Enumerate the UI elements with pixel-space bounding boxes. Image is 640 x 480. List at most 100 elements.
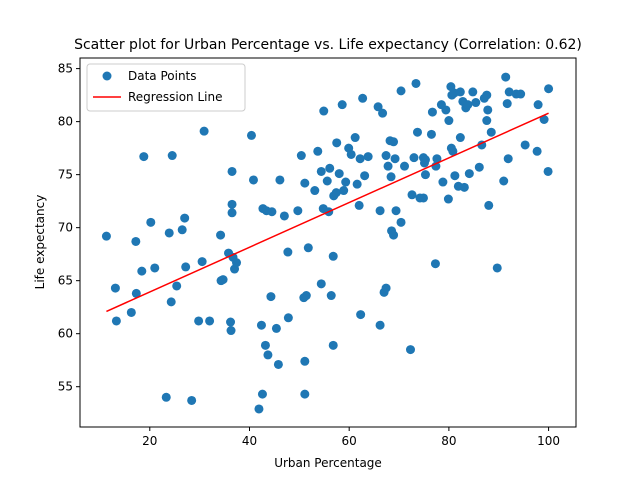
data-point	[126, 307, 136, 317]
data-point	[432, 154, 442, 164]
data-point	[438, 177, 448, 187]
y-tick-label: 60	[58, 327, 73, 341]
data-point	[266, 292, 276, 302]
data-point	[248, 175, 258, 185]
data-point	[131, 288, 141, 298]
data-point	[177, 225, 187, 235]
data-point	[386, 172, 396, 182]
legend-label-data-points: Data Points	[128, 69, 197, 83]
data-point	[218, 275, 228, 285]
data-point	[516, 89, 526, 99]
data-point	[246, 130, 256, 140]
data-point	[300, 356, 310, 366]
x-tick-label: 80	[441, 434, 456, 448]
data-point	[301, 291, 311, 301]
plot-area-frame	[79, 57, 577, 428]
data-point	[331, 188, 341, 198]
data-point	[339, 186, 349, 196]
data-point	[146, 217, 156, 227]
data-point	[483, 105, 493, 115]
data-point	[296, 151, 306, 161]
data-point	[352, 179, 362, 189]
legend-box	[86, 63, 246, 112]
y-tick-label: 80	[58, 115, 73, 129]
regression-line-layer	[106, 112, 549, 313]
data-point	[443, 194, 453, 204]
data-point	[226, 317, 236, 327]
data-point	[406, 345, 415, 355]
data-point	[197, 257, 207, 267]
x-axis-label: Urban Percentage	[274, 456, 382, 470]
y-tick-label: 85	[58, 62, 73, 76]
y-tick-label: 55	[58, 380, 73, 394]
data-point	[313, 146, 323, 156]
data-point	[257, 389, 267, 399]
regression-line	[106, 112, 549, 313]
data-point	[503, 154, 513, 164]
data-point	[412, 127, 422, 137]
data-point	[471, 98, 481, 108]
data-point	[390, 154, 400, 164]
data-point	[227, 166, 237, 176]
data-point	[267, 207, 277, 217]
x-tick-label: 40	[242, 434, 257, 448]
y-tick-label: 70	[58, 221, 73, 235]
data-point	[389, 137, 399, 147]
data-point	[499, 176, 509, 186]
data-points-layer	[101, 72, 554, 414]
data-point	[111, 316, 121, 326]
data-point	[293, 206, 303, 216]
data-point	[256, 320, 266, 330]
data-point	[427, 107, 437, 117]
data-point	[167, 151, 177, 161]
data-point	[375, 320, 385, 330]
legend: Data Points Regression Line	[86, 63, 246, 112]
chart-title: Scatter plot for Urban Percentage vs. Li…	[74, 37, 582, 53]
data-point	[161, 392, 171, 402]
data-point	[194, 316, 204, 326]
data-point	[227, 199, 237, 209]
data-point	[396, 86, 406, 96]
data-point	[486, 127, 496, 137]
data-point	[464, 169, 474, 179]
data-point	[504, 87, 514, 97]
data-point	[520, 140, 530, 150]
data-point	[407, 190, 417, 200]
data-point	[411, 78, 421, 88]
data-point	[341, 177, 351, 187]
data-point	[328, 251, 338, 261]
x-tick-label: 60	[342, 434, 357, 448]
data-point	[450, 171, 460, 181]
data-point	[363, 152, 373, 162]
data-point	[205, 316, 215, 326]
data-point	[455, 87, 465, 97]
data-point	[544, 84, 554, 94]
data-point	[164, 228, 174, 238]
y-tick-label: 75	[58, 168, 73, 182]
data-point	[326, 291, 336, 301]
data-point	[334, 169, 344, 179]
legend-point-marker	[102, 71, 112, 81]
data-point	[459, 182, 469, 192]
data-point	[354, 200, 364, 210]
data-point	[337, 100, 347, 110]
data-point	[325, 163, 335, 173]
data-point	[373, 102, 383, 112]
data-point	[260, 340, 270, 350]
data-point	[355, 154, 365, 164]
data-point	[139, 152, 149, 162]
y-axis-ticks: 55 60 65 70 75 80 85	[58, 62, 80, 394]
data-point	[444, 116, 454, 126]
data-point	[350, 133, 360, 143]
data-point	[181, 262, 191, 272]
data-point	[396, 217, 406, 227]
data-point	[226, 326, 236, 336]
data-point	[389, 230, 399, 240]
data-point	[356, 310, 366, 320]
data-point	[441, 105, 451, 115]
legend-label-regression-line: Regression Line	[128, 90, 222, 104]
x-axis-ticks: 20 40 60 80 100	[142, 427, 560, 448]
data-point	[420, 170, 430, 180]
data-point	[430, 259, 440, 269]
data-point	[501, 72, 511, 82]
